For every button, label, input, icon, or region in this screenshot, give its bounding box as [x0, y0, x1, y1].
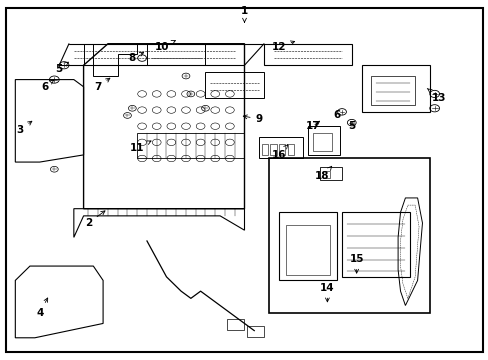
- Bar: [268, 158, 429, 313]
- Bar: [341, 212, 409, 277]
- Bar: [361, 65, 429, 112]
- Bar: [370, 76, 414, 105]
- Text: 14: 14: [320, 283, 334, 302]
- Text: 6: 6: [333, 111, 340, 121]
- Text: 12: 12: [271, 41, 294, 52]
- Bar: [137, 134, 244, 158]
- Text: 11: 11: [130, 141, 151, 153]
- Bar: [261, 144, 267, 155]
- Bar: [278, 212, 336, 280]
- Text: 10: 10: [154, 41, 175, 52]
- Bar: [205, 72, 264, 98]
- Bar: [279, 144, 285, 155]
- Bar: [259, 137, 303, 158]
- Text: 2: 2: [84, 211, 105, 228]
- Bar: [312, 134, 331, 151]
- Bar: [270, 144, 276, 155]
- Text: 9: 9: [243, 114, 262, 124]
- Bar: [246, 326, 264, 337]
- Text: 15: 15: [349, 254, 363, 273]
- Bar: [322, 171, 329, 178]
- Text: 3: 3: [17, 121, 32, 135]
- Text: 5: 5: [347, 121, 355, 131]
- Bar: [285, 225, 329, 275]
- Text: 4: 4: [36, 298, 48, 318]
- Bar: [287, 144, 294, 155]
- Bar: [147, 44, 205, 65]
- Text: 6: 6: [41, 80, 54, 92]
- Bar: [320, 167, 341, 180]
- Text: 17: 17: [305, 121, 320, 131]
- Text: 1: 1: [241, 6, 247, 22]
- Text: 7: 7: [94, 78, 110, 92]
- Bar: [307, 126, 339, 155]
- Text: 5: 5: [56, 62, 68, 74]
- Text: 13: 13: [427, 89, 446, 103]
- Text: 16: 16: [271, 145, 287, 160]
- Text: 18: 18: [315, 166, 331, 181]
- Bar: [227, 319, 244, 330]
- Text: 8: 8: [128, 53, 143, 63]
